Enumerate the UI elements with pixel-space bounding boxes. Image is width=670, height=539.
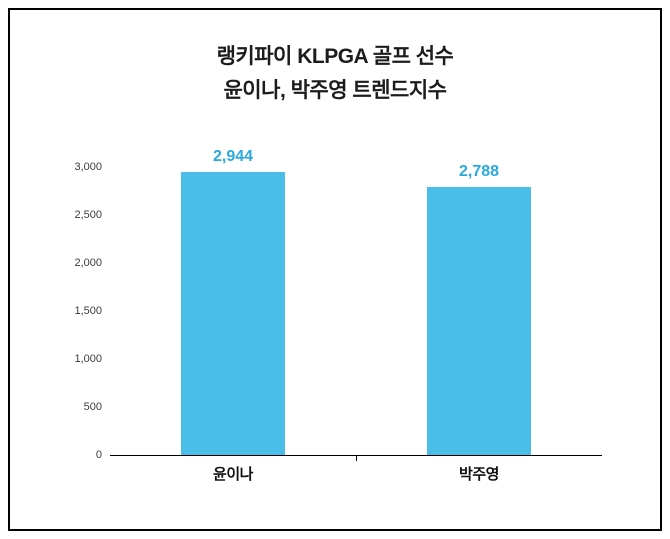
bar-value-label: 2,788 (458, 163, 500, 181)
y-tick-label: 1,000 (74, 353, 102, 365)
chart-title-line-2: 윤이나, 박주영 트렌드지수 (223, 79, 447, 102)
x-axis-labels: 윤이나 박주영 (110, 463, 602, 487)
bar-value-label: 2,944 (212, 148, 254, 166)
x-category-label: 윤이나 (213, 466, 253, 483)
bar-2 (427, 187, 531, 455)
chart-frame: 랭키파이 KLPGA 골프 선수 윤이나, 박주영 트렌드지수 0 500 1,00… (8, 8, 662, 531)
chart-title: 랭키파이 KLPGA 골프 선수 윤이나, 박주영 트렌드지수 (10, 10, 660, 108)
y-tick-label: 1,500 (74, 305, 102, 317)
y-tick-label: 2,000 (74, 257, 102, 269)
y-tick-label: 2,500 (74, 209, 102, 221)
x-category-label: 박주영 (459, 466, 499, 483)
x-axis-center-tick (356, 455, 357, 461)
y-tick-label: 0 (95, 449, 102, 461)
y-tick-label: 500 (83, 401, 102, 413)
bar-1 (181, 172, 285, 455)
plot-area: 2,944 2,788 (110, 148, 602, 461)
y-axis: 0 500 1,000 1,500 2,000 2,500 3,000 (10, 161, 102, 461)
y-tick-label: 3,000 (74, 161, 102, 173)
chart-title-line-1: 랭키파이 KLPGA 골프 선수 (216, 45, 454, 68)
